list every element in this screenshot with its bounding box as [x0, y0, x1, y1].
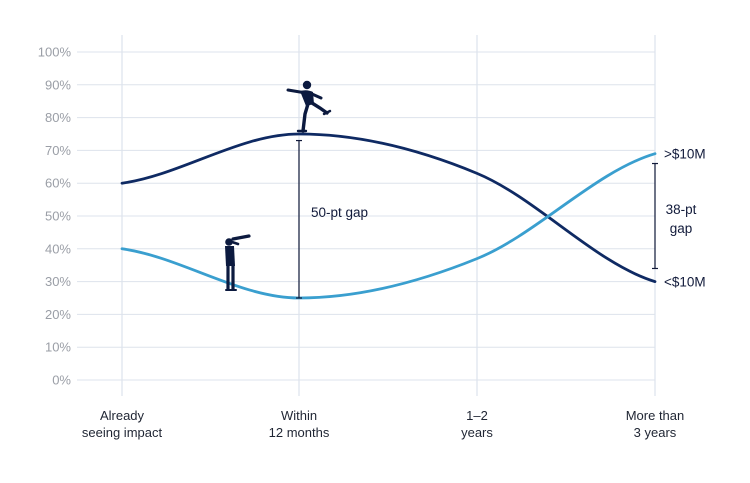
y-tick-label: 100% — [38, 45, 72, 60]
y-tick-label: 0% — [52, 373, 71, 388]
series-layer: <$10M >$10M — [120, 132, 706, 300]
y-tick-label: 40% — [45, 241, 71, 256]
series-label: <$10M — [664, 275, 706, 290]
series-label: >$10M — [664, 147, 706, 162]
x-tick-label: years — [461, 425, 493, 440]
x-tick-label: seeing impact — [82, 425, 163, 440]
x-tick-label: Within — [281, 408, 317, 423]
y-tick-label: 10% — [45, 340, 71, 355]
x-tick-label: 12 months — [269, 425, 330, 440]
annotation-layer: 50-pt gap 38-pt gap — [296, 139, 697, 299]
y-tick-label: 90% — [45, 77, 71, 92]
y-tick-label: 60% — [45, 176, 71, 191]
series-line — [120, 152, 657, 300]
y-tick-label: 80% — [45, 110, 71, 125]
y-tick-label: 30% — [45, 274, 71, 289]
kicking-person-icon — [286, 80, 332, 133]
y-tick-label: 20% — [45, 307, 71, 322]
y-tick-label: 50% — [45, 209, 71, 224]
x-tick-label: More than — [626, 408, 685, 423]
x-tick-label: 1–2 — [466, 408, 488, 423]
x-axis: Already seeing impact Within 12 months 1–2 ye… — [82, 408, 684, 440]
y-tick-label: 70% — [45, 143, 71, 158]
gap-label: 38-pt — [666, 202, 697, 217]
gap-label: 50-pt gap — [311, 205, 368, 220]
gap-label: gap — [670, 221, 693, 236]
telescope-person-icon — [225, 234, 251, 291]
series-line — [120, 132, 657, 283]
x-tick-label: Already — [100, 408, 145, 423]
x-tick-label: 3 years — [634, 425, 677, 440]
y-axis: 0% 10% 20% 30% 40% 50% 60% 70% 80% 90% 100% — [38, 45, 72, 388]
